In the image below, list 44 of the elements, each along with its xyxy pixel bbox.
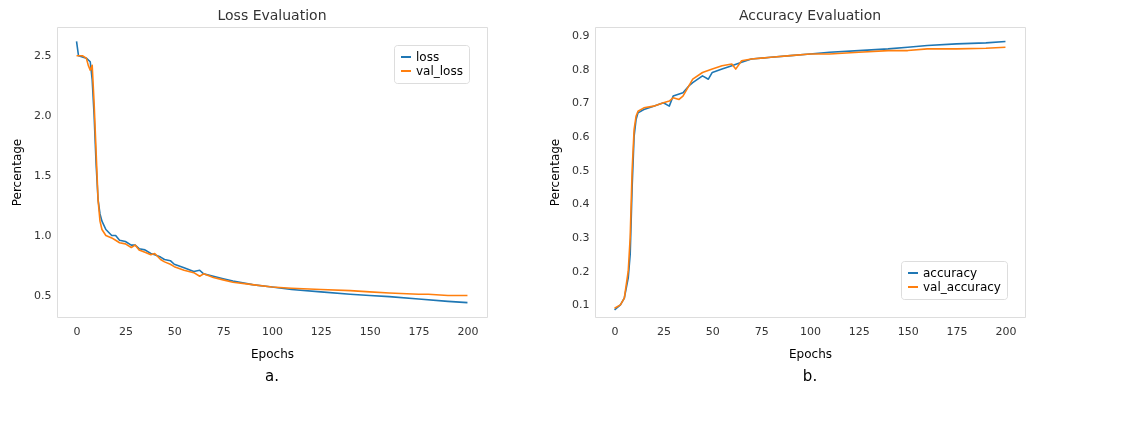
x-axis-title: Epochs: [789, 346, 832, 361]
x-tick-label: 100: [262, 324, 283, 338]
x-tick-label: 125: [310, 324, 332, 338]
x-tick-label: 150: [359, 324, 381, 338]
x-tick-label: 0: [73, 324, 81, 338]
y-tick-label: 0.8: [572, 62, 590, 76]
legend-label: val_accuracy: [923, 280, 1001, 294]
y-tick-label: 0.7: [572, 96, 590, 110]
y-tick-label: 0.6: [572, 129, 590, 143]
x-tick-label: 125: [848, 324, 870, 338]
y-tick-label: 0.5: [34, 288, 52, 302]
y-tick-label: 0.1: [572, 298, 590, 312]
y-tick-label: 0.3: [572, 231, 590, 245]
x-tick-label: 25: [656, 324, 671, 338]
x-axis-title: Epochs: [251, 346, 294, 361]
y-tick-label: 1.0: [34, 229, 52, 243]
text: b.: [802, 367, 818, 385]
legend-label: loss: [416, 50, 440, 64]
x-tick-label: 200: [995, 324, 1017, 338]
y-tick-label: 1.5: [34, 169, 52, 183]
x-tick-label: 75: [216, 324, 231, 338]
x-tick-label: 75: [754, 324, 769, 338]
y-tick-label: 0.2: [572, 264, 590, 278]
text: a.: [265, 367, 279, 385]
x-tick-label: 50: [705, 324, 720, 338]
x-tick-label: 0: [611, 324, 619, 338]
x-tick-label: 50: [167, 324, 182, 338]
legend-label: accuracy: [923, 266, 978, 280]
x-tick-label: 200: [457, 324, 479, 338]
x-tick-label: 175: [408, 324, 430, 338]
x-tick-label: 100: [800, 324, 821, 338]
legend-label: val_loss: [416, 64, 463, 78]
x-tick-label: 150: [897, 324, 919, 338]
x-tick-label: 25: [118, 324, 133, 338]
y-axis-title: Percentage: [548, 138, 563, 207]
chart-title: Loss Evaluation: [217, 7, 327, 23]
y-tick-label: 0.9: [572, 28, 590, 42]
y-tick-label: 0.4: [572, 197, 590, 211]
y-tick-label: 2.0: [34, 109, 52, 123]
y-tick-label: 2.5: [34, 49, 52, 63]
y-axis-title: Percentage: [10, 138, 25, 207]
y-tick-label: 0.5: [572, 163, 590, 177]
chart-title: Accuracy Evaluation: [738, 7, 882, 23]
x-tick-label: 175: [946, 324, 968, 338]
